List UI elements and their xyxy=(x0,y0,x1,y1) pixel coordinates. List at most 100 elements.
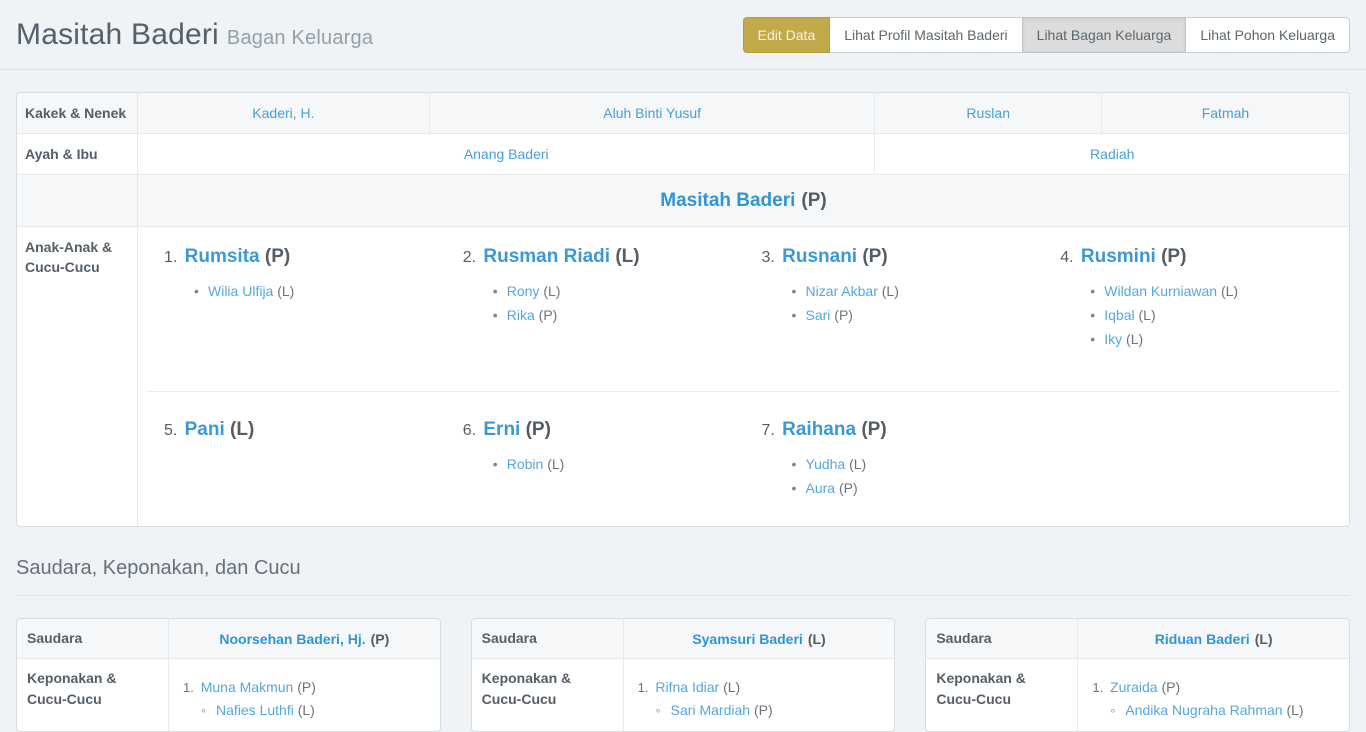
nephew-name-link[interactable]: Muna Makmun xyxy=(200,679,294,695)
child-name-link[interactable]: Raihana xyxy=(782,419,857,440)
children-grid-container: 1. Rumsita (P) Wilia Ulfija (L) 2. Rusma… xyxy=(138,227,1349,526)
lihat-pohon-button[interactable]: Lihat Pohon Keluarga xyxy=(1185,16,1350,53)
gender-tag: (L) xyxy=(881,283,899,299)
gender-tag: (L) xyxy=(1126,331,1144,347)
grandchild-item: Wildan Kurniawan (L) xyxy=(1090,283,1341,299)
child-name-link[interactable]: Rumsita xyxy=(184,246,260,267)
gender-tag: (L) xyxy=(1286,702,1304,718)
nephew-name-link[interactable]: Rifna Idiar xyxy=(655,679,720,695)
gender-tag: (P) xyxy=(1161,679,1181,695)
child-name-link[interactable]: Rusmini xyxy=(1080,246,1156,267)
sibling-name-cell: Syamsuri Baderi (L) xyxy=(624,619,895,658)
grandchild-item: Robin (L) xyxy=(493,456,744,472)
grandparents-cells: Kaderi, H. Aluh Binti Yusuf Ruslan Fatma… xyxy=(138,93,1349,133)
nephews-list: 1. Zuraida (P) Andika Nugraha Rahman (L) xyxy=(1086,679,1341,719)
grandchild-name-link[interactable]: Rony xyxy=(506,283,540,299)
grandchild-item: Wilia Ulfija (L) xyxy=(194,283,445,299)
header-button-group: Edit Data Lihat Profil Masitah Baderi Li… xyxy=(742,16,1350,53)
child-entry: 7. Raihana (P) Yudha (L) Aura (P) xyxy=(744,418,1043,504)
grandfather-maternal-link[interactable]: Ruslan xyxy=(966,105,1010,121)
gender-tag: (L) xyxy=(230,419,255,440)
gender-tag: (L) xyxy=(1220,283,1239,299)
child-name-link[interactable]: Pani xyxy=(184,419,225,440)
grandparent-cell: Fatmah xyxy=(1102,93,1349,133)
self-name-link[interactable]: Masitah Baderi xyxy=(660,189,796,211)
grandchild-name-link[interactable]: Robin xyxy=(506,456,544,472)
lihat-profil-button[interactable]: Lihat Profil Masitah Baderi xyxy=(829,16,1023,53)
grandnephew-name-link[interactable]: Sari Mardiah xyxy=(670,702,751,718)
sibling-name-link[interactable]: Riduan Baderi xyxy=(1154,630,1250,647)
sibling-card-header-row: Saudara Riduan Baderi (L) xyxy=(926,619,1350,659)
nephews-row-label: Keponakan & Cucu-Cucu xyxy=(472,659,624,731)
grandchildren-list: Robin (L) xyxy=(463,456,744,472)
grandchild-name-link[interactable]: Iky xyxy=(1104,331,1123,347)
gender-tag: (L) xyxy=(849,456,867,472)
grandfather-paternal-link[interactable]: Kaderi, H. xyxy=(252,105,315,121)
sibling-card-body-row: Keponakan & Cucu-Cucu 1. Zuraida (P) And… xyxy=(926,659,1349,731)
child-title: 7. Raihana (P) xyxy=(762,418,1043,443)
nephews-list-cell: 1. Rifna Idiar (L) Sari Mardiah (P) xyxy=(624,659,895,731)
edit-data-button[interactable]: Edit Data xyxy=(742,16,831,53)
nephew-number: 1. xyxy=(637,680,649,695)
grandchild-name-link[interactable]: Nizar Akbar xyxy=(805,283,878,299)
mother-cell: Radiah xyxy=(875,134,1349,174)
sibling-name-cell: Riduan Baderi (L) xyxy=(1078,619,1349,658)
child-title: 2. Rusman Riadi (L) xyxy=(463,245,744,270)
mother-link[interactable]: Radiah xyxy=(1090,146,1135,162)
child-name-link[interactable]: Rusman Riadi xyxy=(483,246,611,267)
gender-tag: (L) xyxy=(297,702,315,718)
sibling-name-link[interactable]: Syamsuri Baderi xyxy=(692,630,803,647)
grandmother-paternal-link[interactable]: Aluh Binti Yusuf xyxy=(603,105,702,121)
gender-tag: (P) xyxy=(838,480,858,496)
grandnephew-name-link[interactable]: Nafies Luthfi xyxy=(216,702,294,718)
grandchild-name-link[interactable]: Yudha xyxy=(805,456,846,472)
child-entry: 3. Rusnani (P) Nizar Akbar (L) Sari (P) xyxy=(744,245,1043,355)
sibling-name-cell: Noorsehan Baderi, Hj. (P) xyxy=(169,619,440,658)
grandmother-maternal-link[interactable]: Fatmah xyxy=(1201,105,1250,121)
parents-cells: Anang Baderi Radiah xyxy=(138,134,1349,174)
self-row-label xyxy=(17,175,138,226)
nephew-number: 1. xyxy=(183,680,194,695)
nephew-name-link[interactable]: Zuraida xyxy=(1110,679,1158,695)
lihat-bagan-button[interactable]: Lihat Bagan Keluarga xyxy=(1021,16,1187,53)
gender-tag: (P) xyxy=(861,419,887,440)
gender-tag: (L) xyxy=(723,679,741,695)
grandnephew-item: Andika Nugraha Rahman (L) xyxy=(1110,702,1341,719)
grandchild-name-link[interactable]: Wilia Ulfija xyxy=(208,283,274,299)
sibling-card: Saudara Noorsehan Baderi, Hj. (P) Kepona… xyxy=(16,618,441,732)
sibling-card-header-row: Saudara Noorsehan Baderi, Hj. (P) xyxy=(17,619,440,659)
children-grid-row: 5. Pani (L) 6. Erni (P) Robin (L) 7. Rai… xyxy=(146,391,1341,526)
gender-tag: (L) xyxy=(1138,307,1156,323)
child-number: 6. xyxy=(462,422,477,439)
grandparents-row-label: Kakek & Nenek xyxy=(17,93,138,133)
grandchild-name-link[interactable]: Wildan Kurniawan xyxy=(1104,283,1218,299)
sibling-name-link[interactable]: Noorsehan Baderi, Hj. xyxy=(219,630,366,647)
father-cell: Anang Baderi xyxy=(138,134,876,174)
self-row: Masitah Baderi (P) xyxy=(17,175,1349,227)
grandchild-name-link[interactable]: Aura xyxy=(805,480,836,496)
grandnephew-name-link[interactable]: Andika Nugraha Rahman xyxy=(1125,702,1283,718)
nephews-list-cell: 1. Muna Makmun (P) Nafies Luthfi (L) xyxy=(169,659,440,731)
child-entry: 2. Rusman Riadi (L) Rony (L) Rika (P) xyxy=(445,245,744,355)
grandchild-name-link[interactable]: Rika xyxy=(506,307,535,323)
sibling-row-label: Saudara xyxy=(926,619,1079,658)
child-name-link[interactable]: Erni xyxy=(483,419,521,440)
gender-tag: (L) xyxy=(1254,630,1273,647)
child-number: 2. xyxy=(462,249,477,266)
gender-tag: (P) xyxy=(538,307,558,323)
gender-tag: (P) xyxy=(264,246,291,267)
child-name-link[interactable]: Rusnani xyxy=(782,246,858,267)
nephew-number: 1. xyxy=(1092,680,1104,695)
page-title: Masitah Baderi Bagan Keluarga xyxy=(16,18,373,52)
nephew-item: 1. Rifna Idiar (L) Sari Mardiah (P) xyxy=(638,679,887,719)
grandchild-item: Rika (P) xyxy=(493,307,744,323)
father-link[interactable]: Anang Baderi xyxy=(463,146,549,162)
family-chart-table: Kakek & Nenek Kaderi, H. Aluh Binti Yusu… xyxy=(16,92,1350,527)
gender-tag: (L) xyxy=(615,246,640,267)
grandchild-name-link[interactable]: Iqbal xyxy=(1104,307,1135,323)
children-grid-row: 1. Rumsita (P) Wilia Ulfija (L) 2. Rusma… xyxy=(146,227,1341,391)
grandparent-cell: Kaderi, H. xyxy=(138,93,430,133)
child-entry: 6. Erni (P) Robin (L) xyxy=(445,418,744,504)
grandchild-name-link[interactable]: Sari xyxy=(805,307,831,323)
sibling-card: Saudara Riduan Baderi (L) Keponakan & Cu… xyxy=(925,618,1351,732)
